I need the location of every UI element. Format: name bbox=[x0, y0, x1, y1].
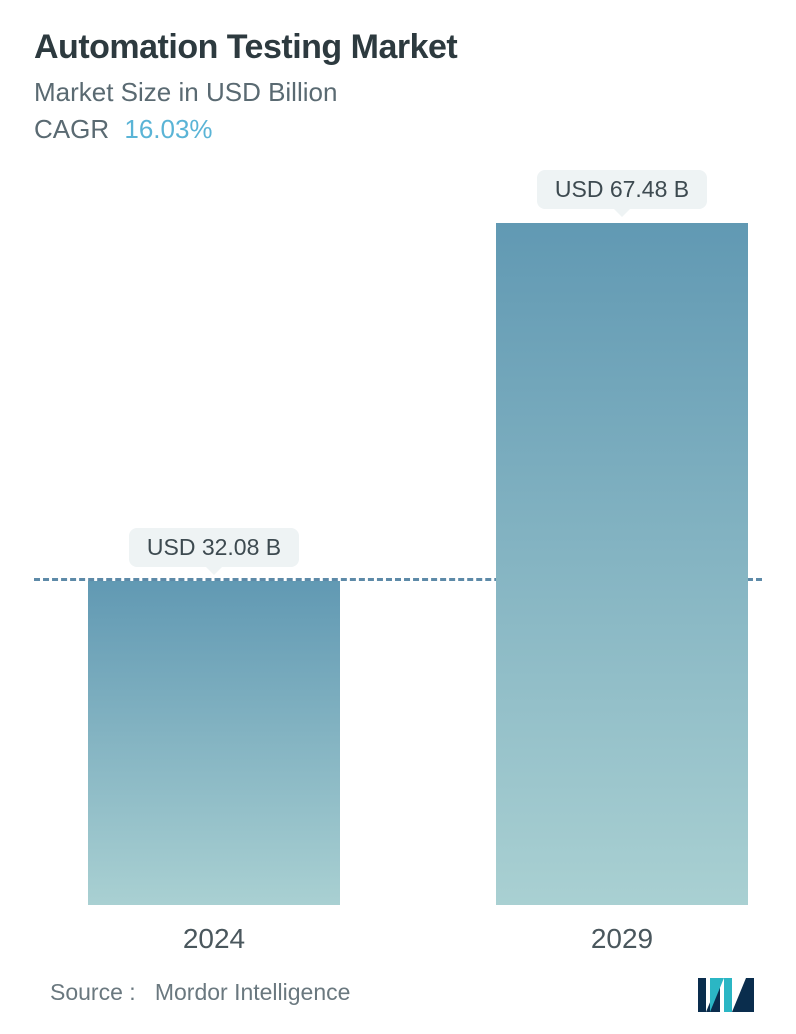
x-label-2029: 2029 bbox=[496, 923, 748, 955]
x-axis-labels: 2024 2029 bbox=[34, 923, 762, 963]
plot-area: USD 32.08 B USD 67.48 B bbox=[34, 165, 762, 905]
chart-footer: Source : Mordor Intelligence bbox=[50, 972, 762, 1012]
x-label-2024: 2024 bbox=[88, 923, 340, 955]
source-label: Source : bbox=[50, 979, 136, 1005]
source-name: Mordor Intelligence bbox=[155, 979, 351, 1005]
chart-subtitle: Market Size in USD Billion bbox=[34, 77, 762, 108]
chart-title: Automation Testing Market bbox=[34, 28, 762, 67]
value-badge-2024: USD 32.08 B bbox=[129, 528, 299, 567]
bar-rect-2029 bbox=[496, 223, 748, 905]
mordor-logo-icon bbox=[698, 972, 762, 1012]
cagr-value: 16.03% bbox=[124, 114, 212, 144]
cagr-label: CAGR bbox=[34, 114, 109, 144]
bar-2024: USD 32.08 B bbox=[88, 528, 340, 905]
source-text: Source : Mordor Intelligence bbox=[50, 979, 350, 1006]
bar-2029: USD 67.48 B bbox=[496, 170, 748, 905]
value-badge-2029: USD 67.48 B bbox=[537, 170, 707, 209]
market-chart: Automation Testing Market Market Size in… bbox=[0, 0, 796, 1034]
cagr-line: CAGR 16.03% bbox=[34, 114, 762, 145]
bar-rect-2024 bbox=[88, 581, 340, 905]
